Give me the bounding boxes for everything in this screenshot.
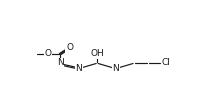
Text: N: N — [112, 64, 119, 72]
Text: Cl: Cl — [161, 58, 170, 67]
Text: N: N — [57, 58, 64, 67]
Text: O: O — [66, 43, 73, 52]
Text: O: O — [44, 50, 51, 58]
Text: N: N — [75, 64, 82, 72]
Text: OH: OH — [90, 50, 104, 58]
